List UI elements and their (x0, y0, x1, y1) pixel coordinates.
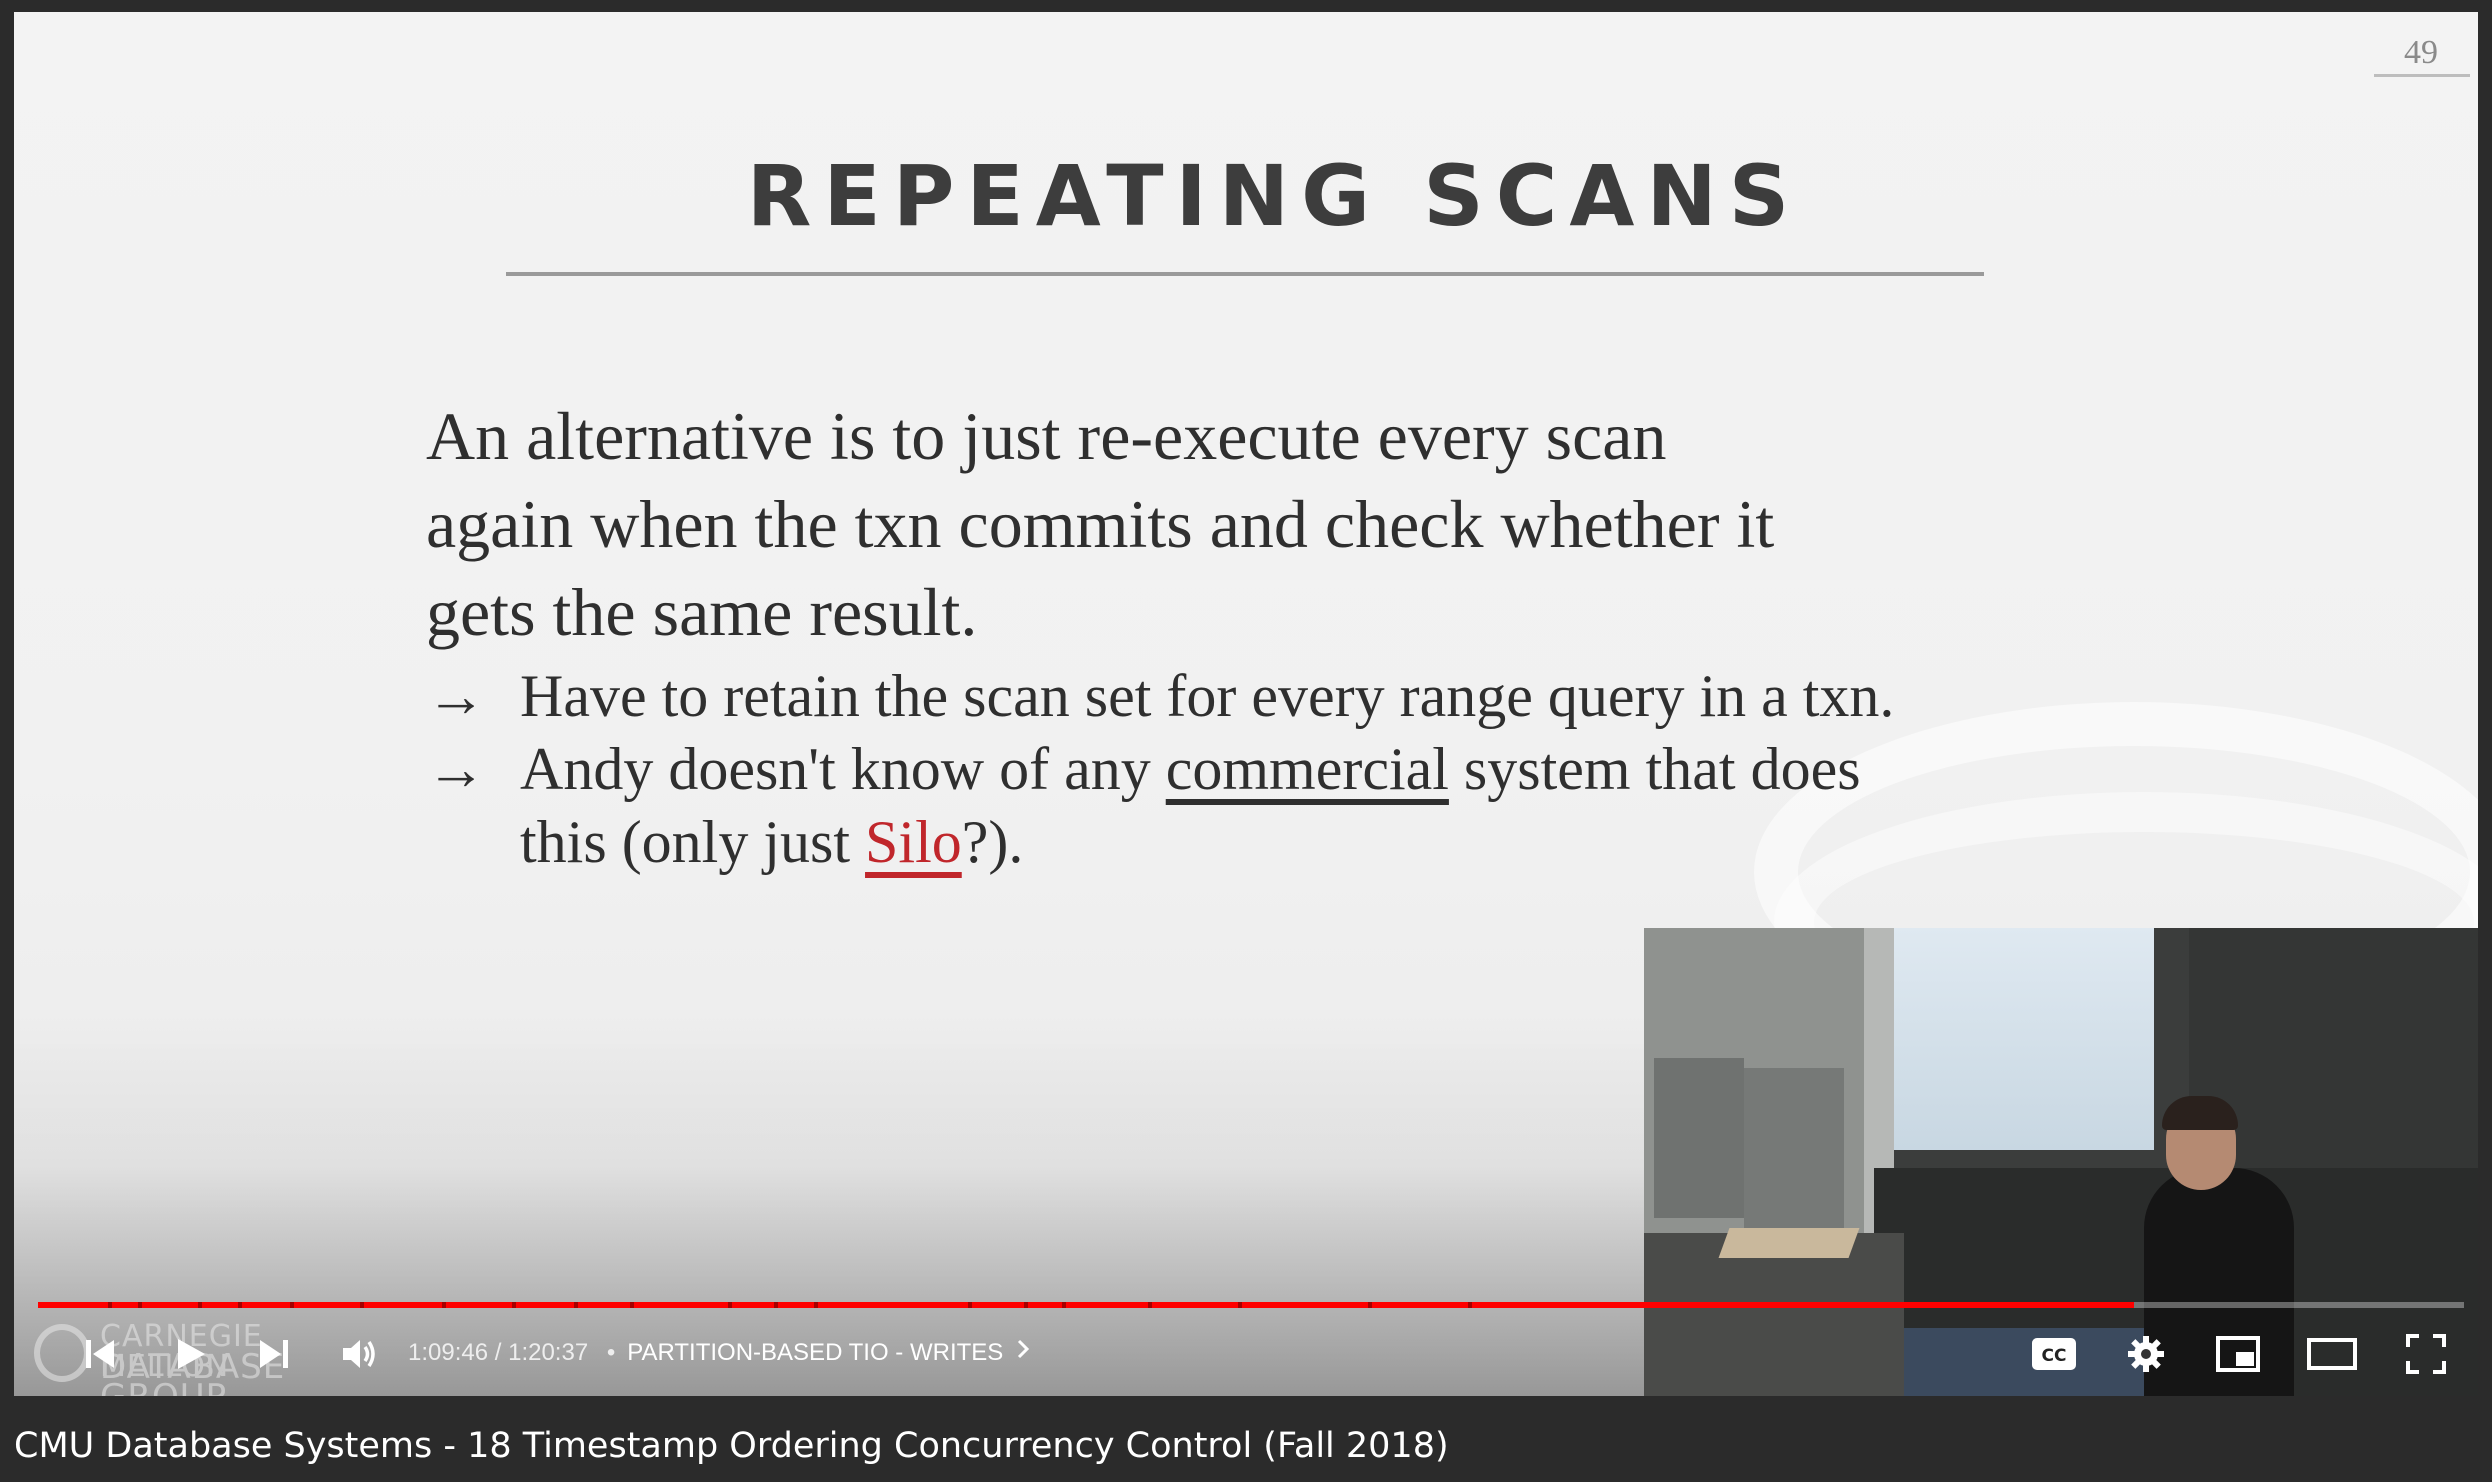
bullet-text-part: ?). (961, 809, 1024, 875)
bullet-item: → Andy doesn't know of any commercial sy… (426, 733, 2176, 879)
chapter-marker (238, 1302, 242, 1308)
chapter-marker (574, 1302, 578, 1308)
chapter-marker (1368, 1302, 1372, 1308)
captions-button[interactable]: CC (2026, 1312, 2082, 1396)
time-separator: / (494, 1339, 502, 1366)
fullscreen-button[interactable] (2398, 1312, 2454, 1396)
slide-title: REPEATING SCANS (746, 147, 1802, 245)
fullscreen-icon (2406, 1334, 2446, 1374)
chevron-right-icon[interactable] (1015, 1338, 1031, 1367)
chapter-marker (1024, 1302, 1028, 1308)
chapter-marker (360, 1302, 364, 1308)
body-line: again when the txn commits and check whe… (426, 486, 1775, 562)
chapter-title[interactable]: PARTITION-BASED TIO - WRITES (627, 1339, 1004, 1366)
body-line: gets the same result. (426, 574, 978, 650)
chapter-marker (968, 1302, 972, 1308)
duration: 1:20:37 (508, 1339, 589, 1366)
video-player[interactable]: 49 REPEATING SCANS An alternative is to … (14, 12, 2478, 1396)
chapter-marker (1148, 1302, 1152, 1308)
current-time: 1:09:46 (408, 1339, 489, 1366)
silo-link: Silo (865, 809, 962, 875)
chapter-marker (290, 1302, 294, 1308)
logo-line-2: DATABASE GROUP (100, 1347, 286, 1396)
theater-mode-button[interactable] (2302, 1312, 2362, 1396)
chapter-marker (138, 1302, 142, 1308)
gear-icon (2128, 1336, 2164, 1372)
chapter-marker (630, 1302, 634, 1308)
time-display: 1:09:46 / 1:20:37 • PARTITION-BASED TIO -… (408, 1338, 1031, 1367)
slide-body: An alternative is to just re-execute eve… (426, 392, 2126, 656)
chapter-marker (728, 1302, 732, 1308)
commercial-link: commercial (1165, 736, 1449, 802)
theater-icon (2307, 1338, 2357, 1370)
next-icon (260, 1340, 288, 1368)
player-controls: CARNEGIE MELLON DATABASE GROUP 1:09:46 /… (14, 1312, 2478, 1396)
chapter-marker (512, 1302, 516, 1308)
progress-played[interactable] (38, 1302, 2134, 1308)
captions-icon: CC (2032, 1338, 2076, 1370)
body-line: An alternative is to just re-execute eve… (426, 398, 1667, 474)
chapter-marker (1468, 1302, 1472, 1308)
volume-button[interactable] (336, 1312, 384, 1396)
chapter-marker (442, 1302, 446, 1308)
chapter-marker (1062, 1302, 1066, 1308)
arrow-icon: → (426, 736, 486, 802)
chapter-marker (1238, 1302, 1242, 1308)
arrow-icon: → (426, 663, 486, 729)
bullet-text-part: system that does (1448, 736, 1861, 802)
bullet-text-part: this (only just (520, 809, 866, 875)
slide-number-rule (2374, 74, 2470, 77)
title-divider (506, 272, 1984, 276)
svg-text:CC: CC (2042, 1346, 2067, 1366)
chapter-marker (774, 1302, 778, 1308)
chapter-marker (814, 1302, 818, 1308)
chapter-marker (108, 1302, 112, 1308)
miniplayer-button[interactable] (2210, 1312, 2266, 1396)
logo-line-1: CARNEGIE MELLON (100, 1319, 263, 1384)
chapter-marker (198, 1302, 202, 1308)
volume-icon (343, 1340, 375, 1368)
previous-icon (86, 1340, 114, 1368)
chapter-dot: • (606, 1339, 616, 1366)
previous-button[interactable] (76, 1312, 124, 1396)
slide-bullets: → Have to retain the scan set for every … (426, 660, 2176, 879)
speaker-camera-inset (1644, 928, 2478, 1396)
bullet-text-part: Andy doesn't know of any (520, 736, 1166, 802)
video-title[interactable]: CMU Database Systems - 18 Timestamp Orde… (14, 1426, 1449, 1466)
bullet-text: Have to retain the scan set for every ra… (520, 663, 1895, 729)
miniplayer-icon (2216, 1336, 2260, 1372)
slide-number: 49 (2404, 34, 2438, 71)
settings-button[interactable] (2118, 1312, 2174, 1396)
play-icon (178, 1339, 205, 1369)
next-button[interactable] (250, 1312, 298, 1396)
play-button[interactable] (166, 1312, 214, 1396)
bullet-item: → Have to retain the scan set for every … (426, 660, 2176, 733)
